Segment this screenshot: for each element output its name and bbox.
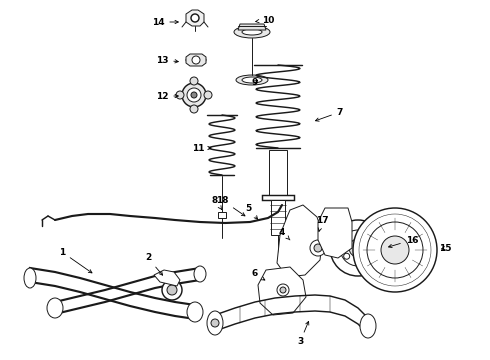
Polygon shape — [238, 24, 266, 30]
Circle shape — [369, 245, 375, 251]
Ellipse shape — [234, 26, 270, 38]
Polygon shape — [318, 208, 352, 258]
Ellipse shape — [242, 29, 262, 35]
Circle shape — [381, 236, 409, 264]
Ellipse shape — [207, 311, 223, 335]
Text: 9: 9 — [252, 77, 258, 86]
Ellipse shape — [47, 298, 63, 318]
Circle shape — [367, 222, 423, 278]
Text: 12: 12 — [156, 91, 178, 100]
Text: 6: 6 — [252, 270, 265, 280]
Ellipse shape — [194, 266, 206, 282]
Polygon shape — [277, 205, 323, 277]
Circle shape — [192, 56, 200, 64]
Text: 14: 14 — [152, 18, 178, 27]
Circle shape — [191, 92, 197, 98]
Circle shape — [280, 287, 286, 293]
Circle shape — [182, 83, 206, 107]
Ellipse shape — [242, 77, 262, 83]
Circle shape — [277, 284, 289, 296]
Text: 17: 17 — [316, 216, 328, 231]
Ellipse shape — [24, 268, 36, 288]
Circle shape — [314, 244, 322, 252]
Circle shape — [340, 230, 376, 266]
Text: 7: 7 — [316, 108, 343, 121]
Text: 1: 1 — [59, 248, 92, 273]
Polygon shape — [186, 10, 204, 26]
Text: 11: 11 — [192, 144, 211, 153]
Circle shape — [353, 208, 437, 292]
Circle shape — [343, 253, 350, 259]
Circle shape — [310, 240, 326, 256]
Circle shape — [349, 239, 367, 257]
Text: 4: 4 — [279, 228, 290, 240]
Circle shape — [190, 77, 198, 85]
Circle shape — [359, 258, 366, 264]
Polygon shape — [218, 212, 226, 218]
Circle shape — [167, 285, 177, 295]
Polygon shape — [186, 54, 206, 66]
Circle shape — [162, 280, 182, 300]
Ellipse shape — [186, 56, 206, 64]
Circle shape — [359, 232, 366, 238]
Circle shape — [176, 91, 184, 99]
Text: 18: 18 — [216, 195, 245, 216]
Polygon shape — [271, 200, 285, 235]
Text: 16: 16 — [389, 235, 418, 248]
Text: 8: 8 — [212, 195, 222, 210]
Polygon shape — [269, 150, 287, 195]
Polygon shape — [262, 195, 294, 200]
Text: 13: 13 — [156, 55, 178, 64]
Circle shape — [211, 319, 219, 327]
Text: 10: 10 — [256, 15, 274, 24]
Circle shape — [191, 14, 199, 22]
Ellipse shape — [236, 75, 268, 85]
Polygon shape — [258, 267, 306, 315]
Ellipse shape — [190, 58, 202, 63]
Circle shape — [187, 88, 201, 102]
Text: 15: 15 — [439, 243, 451, 252]
Polygon shape — [154, 270, 180, 286]
Ellipse shape — [360, 314, 376, 338]
Ellipse shape — [187, 302, 203, 322]
Circle shape — [190, 105, 198, 113]
Circle shape — [343, 237, 350, 243]
Text: 3: 3 — [297, 321, 309, 346]
Circle shape — [330, 220, 386, 276]
Circle shape — [204, 91, 212, 99]
Text: 2: 2 — [145, 253, 163, 275]
Text: 5: 5 — [245, 203, 258, 219]
